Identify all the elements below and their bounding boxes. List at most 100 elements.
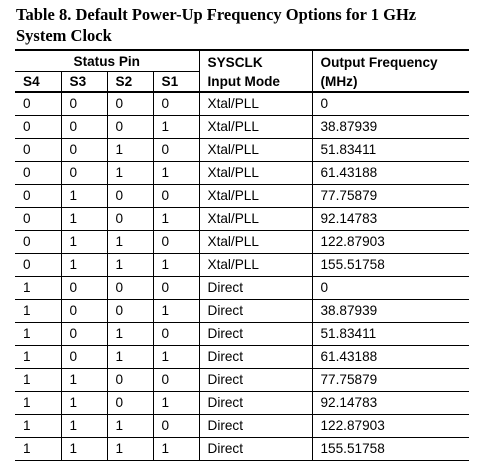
s3-cell: 1 [61,414,108,438]
s1-cell: 1 [153,161,200,185]
input-mode-cell: Direct [199,276,313,300]
output-frequency-cell: 0 [312,92,469,116]
table-row: 1 0 0 1 Direct 38.87939 [15,299,469,323]
sysclk-header: SYSCLK [199,51,313,72]
table-row: 0 1 1 1 Xtal/PLL 155.51758 [15,253,469,277]
s1-cell: 0 [153,138,200,162]
input-mode-cell: Direct [199,368,313,392]
table-row: 0 1 0 0 Xtal/PLL 77.75879 [15,184,469,208]
s4-cell: 0 [15,207,62,231]
table-row: 0 0 1 0 Xtal/PLL 51.83411 [15,138,469,162]
s2-cell: 1 [107,322,154,346]
output-frequency-cell: 38.87939 [312,299,469,323]
table-top-rule [15,49,469,51]
s3-cell: 1 [61,184,108,208]
s2-cell: 0 [107,92,154,116]
s4-cell: 1 [15,299,62,323]
s3-cell: 1 [61,207,108,231]
input-mode-cell: Direct [199,391,313,415]
s1-cell: 1 [153,345,200,369]
table-row: 1 0 0 0 Direct 0 [15,276,469,300]
table-row: 1 1 0 0 Direct 77.75879 [15,368,469,392]
s3-cell: 0 [61,138,108,162]
s3-cell: 1 [61,437,108,461]
s4-cell: 1 [15,322,62,346]
input-mode-cell: Xtal/PLL [199,253,313,277]
caption-line-2: System Clock [16,26,112,45]
s3-cell: 1 [61,230,108,254]
s4-cell: 1 [15,437,62,461]
input-mode-cell: Xtal/PLL [199,230,313,254]
s3-cell: 0 [61,161,108,185]
s3-cell: 0 [61,276,108,300]
s2-cell: 1 [107,437,154,461]
s1-cell: 0 [153,368,200,392]
output-frequency-cell: 38.87939 [312,115,469,139]
output-frequency-cell: 122.87903 [312,230,469,254]
table-row: 1 0 1 0 Direct 51.83411 [15,322,469,346]
s2-cell: 1 [107,161,154,185]
table-caption: Table 8. Default Power-Up Frequency Opti… [16,4,471,46]
table-row: 1 1 1 0 Direct 122.87903 [15,414,469,438]
s4-cell: 0 [15,184,62,208]
s2-cell: 0 [107,115,154,139]
s4-cell: 1 [15,276,62,300]
s1-cell: 0 [153,230,200,254]
s4-cell: 0 [15,92,62,116]
s1-cell: 1 [153,115,200,139]
output-frequency-cell: 0 [312,276,469,300]
input-mode-cell: Direct [199,437,313,461]
s3-cell: 1 [61,253,108,277]
table-row: 0 1 0 1 Xtal/PLL 92.14783 [15,207,469,231]
s4-cell: 0 [15,115,62,139]
header-row-1: Status Pin SYSCLK Output Frequency [15,51,469,72]
input-mode-cell: Xtal/PLL [199,161,313,185]
s1-cell: 0 [153,414,200,438]
output-frequency-cell: 51.83411 [312,138,469,162]
s2-cell: 0 [107,276,154,300]
s1-cell: 0 [153,276,200,300]
table-row: 0 0 0 1 Xtal/PLL 38.87939 [15,115,469,139]
s1-cell: 1 [153,299,200,323]
frequency-options-table: Status Pin SYSCLK Output Frequency S4 S3… [15,51,469,461]
s3-cell: 1 [61,368,108,392]
s3-cell: 0 [61,299,108,323]
s2-cell: 1 [107,253,154,277]
table-row: 0 0 0 0 Xtal/PLL 0 [15,92,469,116]
s1-cell: 0 [153,92,200,116]
s2-cell: 0 [107,391,154,415]
output-frequency-cell: 77.75879 [312,184,469,208]
s2-header: S2 [107,71,154,93]
input-mode-cell: Direct [199,345,313,369]
mhz-header: (MHz) [312,71,469,93]
s4-header: S4 [15,71,62,93]
input-mode-cell: Xtal/PLL [199,207,313,231]
s2-cell: 1 [107,414,154,438]
s4-cell: 0 [15,230,62,254]
s2-cell: 0 [107,207,154,231]
table-row: 0 1 1 0 Xtal/PLL 122.87903 [15,230,469,254]
output-frequency-cell: 51.83411 [312,322,469,346]
s4-cell: 1 [15,368,62,392]
caption-line-1: Table 8. Default Power-Up Frequency Opti… [16,5,417,24]
output-frequency-cell: 61.43188 [312,161,469,185]
output-frequency-cell: 92.14783 [312,391,469,415]
input-mode-cell: Direct [199,322,313,346]
s4-cell: 0 [15,138,62,162]
input-mode-cell: Xtal/PLL [199,92,313,116]
s1-cell: 0 [153,184,200,208]
table-row: 0 0 1 1 Xtal/PLL 61.43188 [15,161,469,185]
s4-cell: 0 [15,161,62,185]
s1-header: S1 [153,71,200,93]
input-mode-cell: Xtal/PLL [199,115,313,139]
status-pin-header: Status Pin [15,51,200,72]
s2-cell: 0 [107,184,154,208]
s2-cell: 1 [107,230,154,254]
s4-cell: 1 [15,414,62,438]
table-row: 1 1 0 1 Direct 92.14783 [15,391,469,415]
output-frequency-cell: 122.87903 [312,414,469,438]
output-frequency-cell: 61.43188 [312,345,469,369]
s3-cell: 1 [61,391,108,415]
output-frequency-cell: 155.51758 [312,253,469,277]
output-frequency-cell: 77.75879 [312,368,469,392]
